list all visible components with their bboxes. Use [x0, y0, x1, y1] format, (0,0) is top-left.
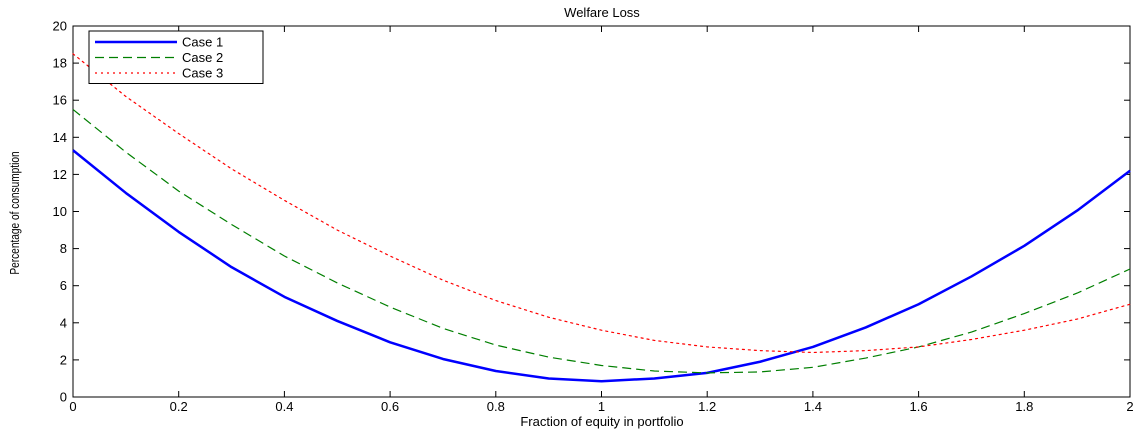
x-tick-label: 0 — [69, 399, 76, 414]
chart-title: Welfare Loss — [564, 5, 640, 20]
x-tick-label: 0.6 — [381, 399, 399, 414]
y-tick-label: 2 — [60, 352, 67, 367]
y-tick-label: 8 — [60, 241, 67, 256]
x-tick-label: 1.4 — [804, 399, 822, 414]
x-tick-label: 1.6 — [910, 399, 928, 414]
x-tick-label: 1.2 — [698, 399, 716, 414]
series-line-1 — [72, 149, 1131, 383]
y-tick-label: 18 — [53, 56, 67, 71]
legend-label-1: Case 1 — [182, 35, 223, 50]
series-layer — [72, 53, 1131, 383]
y-axis-label: Percentage of consumption — [8, 151, 22, 274]
axes: 0 0.2 0.4 0.6 0.8 1 1.2 1.4 1.6 1.8 20246810121416… — [53, 19, 1134, 415]
x-tick-label: 1 — [598, 399, 605, 414]
x-tick-label: 2 — [1126, 399, 1133, 414]
y-tick-label: 4 — [60, 315, 67, 330]
series-line-3 — [72, 53, 1131, 354]
series-line-2 — [72, 109, 1131, 374]
legend-label-3: Case 3 — [182, 66, 223, 81]
y-tick-label: 0 — [60, 390, 67, 405]
x-axis-label: Fraction of equity in portfolio — [520, 414, 683, 429]
legend-label-2: Case 2 — [182, 50, 223, 65]
y-tick-label: 20 — [53, 19, 67, 34]
y-tick-label: 12 — [53, 167, 67, 182]
y-tick-label: 6 — [60, 278, 67, 293]
x-tick-label: 0.4 — [275, 399, 293, 414]
x-tick-label: 0.2 — [170, 399, 188, 414]
x-tick-label: 1.8 — [1015, 399, 1033, 414]
y-tick-label: 14 — [53, 130, 67, 145]
y-tick-label: 10 — [53, 204, 67, 219]
y-tick-label: 16 — [53, 93, 67, 108]
x-tick-label: 0.8 — [487, 399, 505, 414]
